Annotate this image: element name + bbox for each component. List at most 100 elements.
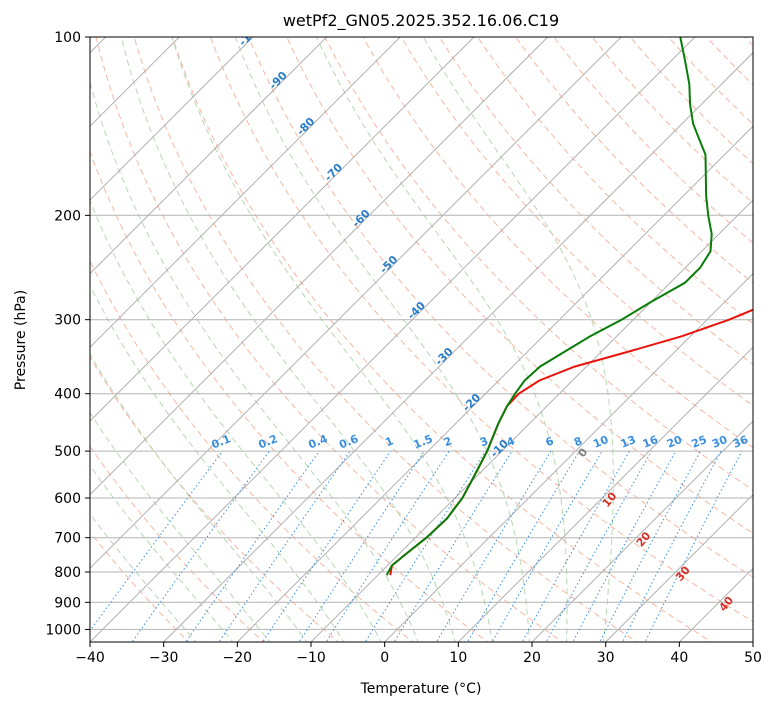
mixing-ratio-line	[599, 450, 701, 642]
moist-adiabat	[90, 353, 308, 642]
isotherm-label: -60	[350, 207, 373, 230]
y-tick-label: 1000	[45, 622, 81, 638]
isotherm	[310, 199, 753, 642]
plot-frame	[89, 36, 754, 643]
mixing-ratio-label: 13	[619, 433, 638, 451]
mixing-ratio-line	[131, 450, 270, 642]
mixing-ratio-label: 8	[572, 434, 584, 449]
dewpoint-line	[385, 37, 713, 576]
x-axis-ticks: −40 −30 −20 −10 0 10 20 30 40 50	[75, 642, 762, 666]
x-tick-label: −40	[75, 650, 105, 666]
x-tick-label: −10	[296, 650, 326, 666]
dry-adiabat	[286, 37, 753, 534]
x-tick-label: 10	[449, 650, 467, 666]
sounding-profiles	[385, 37, 753, 576]
y-tick-label: 800	[54, 565, 81, 581]
dry-adiabat	[400, 37, 753, 407]
dry-adiabat	[629, 37, 753, 165]
dry-adiabat	[90, 445, 265, 642]
temperature-line	[389, 308, 753, 576]
mixing-ratio-line	[262, 450, 392, 642]
y-tick-label: 200	[54, 208, 81, 224]
isotherm	[383, 273, 753, 642]
moist-adiabat	[171, 37, 493, 642]
mixing-ratio-line	[393, 450, 513, 642]
y-tick-label: 500	[54, 444, 81, 460]
dry-adiabat	[667, 37, 753, 125]
dry-adiabat-label: 0	[575, 445, 590, 459]
x-tick-label: 20	[523, 650, 541, 666]
x-tick-label: 40	[670, 650, 688, 666]
y-tick-label: 100	[54, 30, 81, 46]
mixing-ratio-label: 0.1	[210, 432, 233, 451]
dry-adiabat	[705, 37, 753, 86]
isotherm	[457, 346, 753, 642]
mixing-ratio-line	[298, 450, 425, 642]
dry-adiabat	[438, 37, 753, 366]
moist-adiabat	[90, 199, 382, 642]
dry-adiabat	[90, 150, 489, 642]
isotherm	[90, 37, 254, 201]
y-axis-label: Pressure (hPa)	[13, 290, 29, 390]
isotherm	[604, 493, 753, 642]
isotherm	[236, 125, 753, 642]
y-tick-label: 300	[54, 313, 81, 329]
moist-adiabat	[90, 80, 419, 642]
isotherm	[90, 37, 549, 496]
mixing-ratio-label: 20	[665, 433, 684, 451]
dry-adiabat-label: 40	[716, 594, 736, 614]
dry-adiabat-label: 20	[634, 529, 654, 549]
chart-title: wetPf2_GN05.2025.352.16.06.C19	[283, 11, 559, 31]
moist-adiabat	[90, 464, 234, 642]
mixing-ratio-label: 16	[641, 433, 660, 451]
mixing-ratio-label: 25	[690, 433, 709, 451]
mixing-ratio-line	[466, 450, 580, 642]
isotherm	[90, 37, 475, 422]
mixing-ratio-label: 3	[478, 434, 490, 449]
moist-adiabat	[316, 37, 568, 642]
mixing-ratio-label: 10	[591, 433, 610, 451]
isotherm-label: -80	[294, 115, 317, 138]
x-tick-label: −30	[149, 650, 179, 666]
dry-adiabat	[90, 259, 414, 642]
moist-adiabat	[90, 411, 271, 642]
dry-adiabat	[770, 24, 775, 645]
dry-adiabat	[744, 37, 753, 47]
dry-adiabat-label: 30	[673, 563, 693, 583]
dry-adiabat	[477, 37, 753, 325]
dry-adiabat	[90, 356, 340, 642]
y-tick-label: 600	[54, 491, 81, 507]
isotherm-label: -90	[267, 69, 290, 92]
isotherm	[90, 37, 622, 569]
mixing-ratio-line	[325, 450, 450, 642]
isotherm-label: -40	[405, 299, 428, 322]
y-axis-ticks: 1000 900 800 700 600 500 400 300 200 100	[45, 30, 90, 638]
isotherm	[531, 420, 753, 642]
mixing-ratio-line	[435, 450, 552, 642]
mixing-ratio-label: 1	[383, 434, 395, 449]
dry-adiabat	[324, 37, 753, 491]
mixing-ratio-line	[90, 450, 223, 632]
isotherm	[90, 37, 696, 642]
isotherm-label: -30	[433, 345, 456, 368]
dry-adiabat	[515, 37, 753, 284]
y-tick-label: 400	[54, 387, 81, 403]
isotherm	[90, 37, 328, 275]
x-tick-label: 0	[380, 650, 389, 666]
x-tick-label: 50	[744, 650, 762, 666]
mixing-ratio-label: 2	[442, 434, 454, 449]
isotherm	[752, 641, 753, 642]
isotherm-label: -70	[322, 161, 345, 184]
y-tick-label: 900	[54, 595, 81, 611]
mixing-ratio-line	[185, 450, 320, 642]
mixing-ratio-label: 0.4	[307, 432, 330, 451]
isotherm-label: -50	[377, 253, 400, 276]
x-tick-label: 30	[597, 650, 615, 666]
isotherm-label: -20	[460, 391, 483, 414]
x-tick-label: −20	[223, 650, 253, 666]
isotherm	[90, 37, 401, 348]
isotherm	[162, 52, 753, 642]
line-labels: 0.1 0.2 0.4 0.6 1 1.5 2 3 4 6 8 10 13 16 20 25 30 36-100-…	[210, 37, 751, 614]
moist-adiabat	[90, 513, 197, 642]
